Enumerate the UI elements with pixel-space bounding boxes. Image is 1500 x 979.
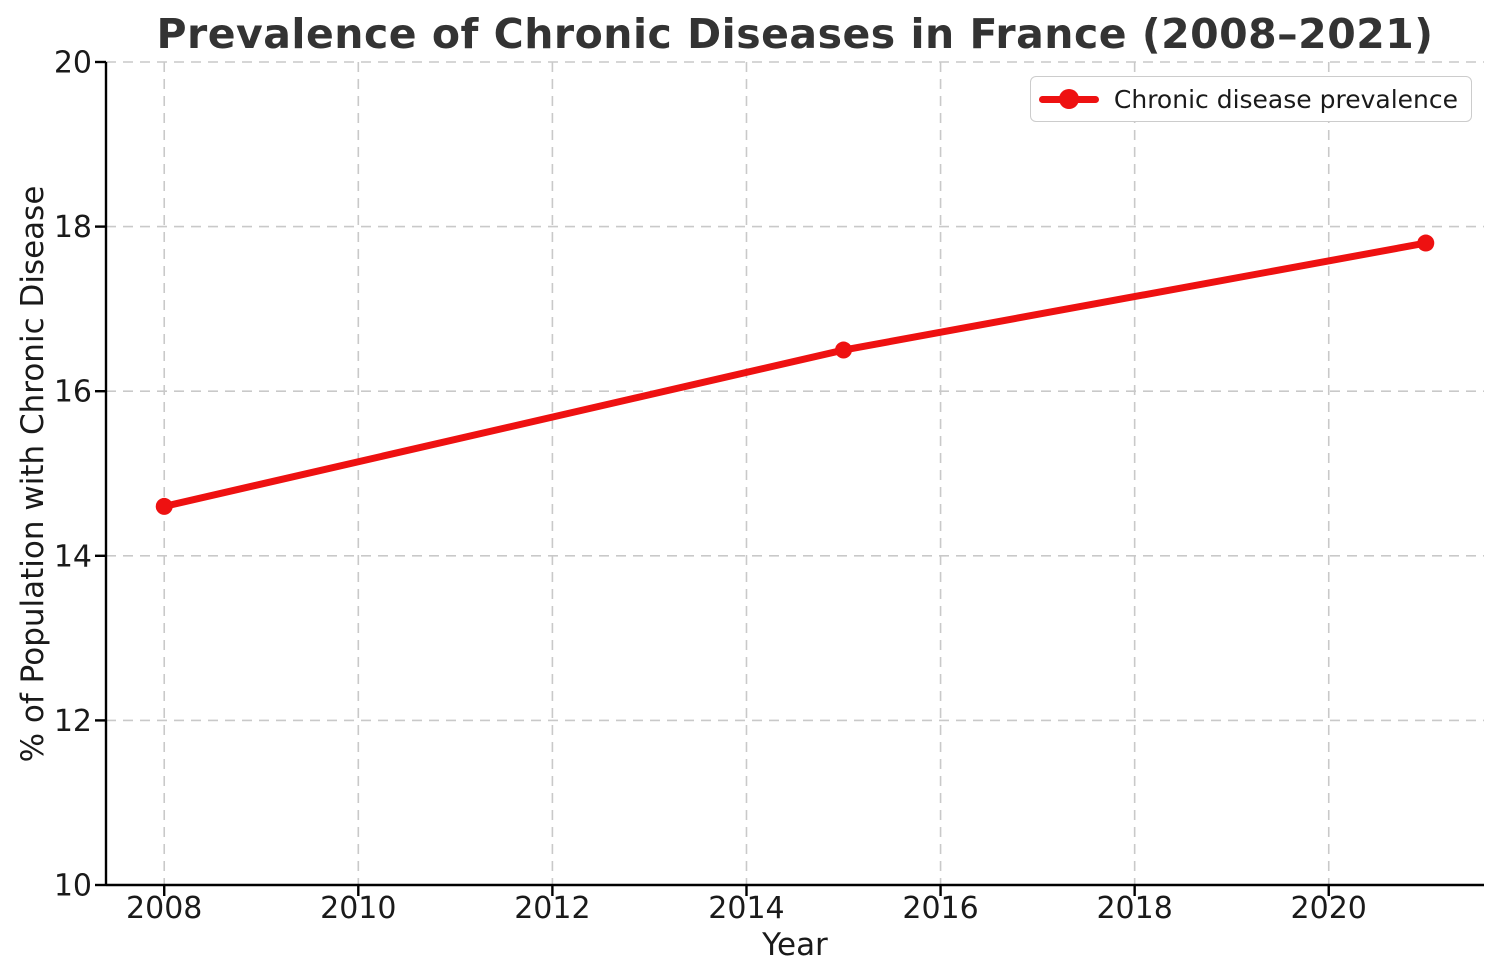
y-tick-label: 14	[54, 539, 92, 574]
y-tick-label: 10	[54, 869, 92, 904]
data-point-marker	[155, 497, 173, 515]
x-tick-label: 2012	[514, 891, 590, 926]
x-tick-label: 2016	[902, 891, 978, 926]
series-line	[160, 239, 1430, 510]
x-tick-label: 2014	[708, 891, 784, 926]
legend: Chronic disease prevalence	[1029, 76, 1472, 122]
legend-label: Chronic disease prevalence	[1113, 84, 1458, 114]
x-tick-label: 2018	[1096, 891, 1172, 926]
chart-title: Prevalence of Chronic Diseases in France…	[156, 10, 1434, 58]
x-tick-label: 2008	[126, 891, 202, 926]
y-tick-label: 16	[54, 375, 92, 410]
y-tick-label: 20	[54, 46, 92, 81]
legend-line-marker-icon	[1038, 89, 1099, 109]
data-point-marker	[835, 341, 853, 359]
y-tick-label: 18	[54, 210, 92, 245]
data-point-marker	[1417, 234, 1435, 252]
y-axis-label: % of Population with Chronic Disease	[15, 185, 51, 763]
x-tick-label: 2010	[320, 891, 396, 926]
y-tick-label: 12	[54, 704, 92, 739]
x-axis-label: Year	[762, 927, 828, 963]
x-tick-label: 2020	[1291, 891, 1367, 926]
legend-dot-icon	[1058, 89, 1079, 109]
